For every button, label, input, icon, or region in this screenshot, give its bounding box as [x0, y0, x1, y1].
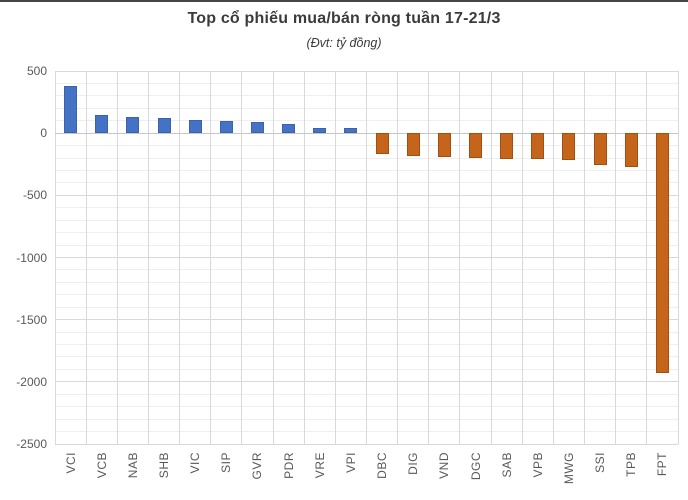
gridline-v	[552, 71, 554, 444]
y-tick-label: -2500	[16, 437, 47, 451]
gridline-v	[428, 71, 430, 444]
gridline-v	[677, 71, 679, 444]
bar-DGC	[469, 133, 483, 159]
bar-FPT	[655, 133, 669, 374]
chart-subtitle: (Đvt: tỷ đồng)	[306, 36, 382, 50]
x-tick-label-VND: VND	[437, 452, 452, 479]
gridline-v	[54, 71, 56, 444]
bar-PDR	[282, 123, 296, 134]
y-tick-label: -1000	[16, 250, 47, 265]
gridline-v	[85, 71, 87, 444]
gridline-v	[521, 71, 523, 444]
y-tick-label: 0	[40, 126, 47, 141]
x-tick-label-GVR: GVR	[250, 452, 265, 480]
gridline-v	[210, 71, 212, 444]
gridline-v	[397, 71, 399, 444]
bar-VRE	[313, 127, 327, 134]
bar-VCI	[64, 85, 78, 134]
y-tick-label: 500	[26, 64, 47, 78]
bar-VPI	[344, 128, 358, 134]
bar-GVR	[250, 121, 264, 134]
chart-title: Top cổ phiếu mua/bán ròng tuần 17-21/3	[187, 10, 501, 27]
bar-NAB	[126, 117, 140, 134]
bar-SSI	[593, 133, 607, 165]
x-tick-label-VRE: VRE	[312, 452, 327, 479]
x-tick-label-VCI: VCI	[63, 452, 78, 474]
x-tick-label-FPT: FPT	[655, 452, 670, 477]
bar-TPB	[624, 133, 638, 167]
x-tick-label-TPB: TPB	[624, 452, 639, 477]
gridline-v	[116, 71, 118, 444]
bar-SAB	[500, 133, 514, 159]
gridline-v	[459, 71, 461, 444]
gridline-h-major	[55, 443, 678, 445]
gridline-v	[615, 71, 617, 444]
bar-SHB	[157, 117, 171, 134]
x-tick-label-SIP: SIP	[219, 452, 234, 473]
bar-MWG	[562, 133, 576, 160]
bar-VND	[437, 133, 451, 158]
x-tick-label-DGC: DGC	[468, 452, 483, 481]
x-tick-label-SSI: SSI	[593, 452, 608, 473]
x-tick-label-VIC: VIC	[188, 452, 203, 474]
gridline-v	[490, 71, 492, 444]
gridline-v	[303, 71, 305, 444]
x-tick-label-DBC: DBC	[375, 452, 390, 479]
x-tick-label-SAB: SAB	[499, 452, 514, 478]
bar-VIC	[188, 120, 202, 134]
gridline-v	[646, 71, 648, 444]
x-tick-label-SHB: SHB	[157, 452, 172, 479]
x-tick-label-MWG: MWG	[561, 452, 576, 485]
gridline-v	[147, 71, 149, 444]
x-tick-label-VPI: VPI	[343, 452, 358, 473]
bar-VPB	[531, 133, 545, 160]
bar-SIP	[219, 120, 233, 134]
zero-axis-line	[55, 132, 678, 134]
x-tick-label-NAB: NAB	[125, 452, 140, 479]
x-tick-label-DIG: DIG	[406, 452, 421, 475]
bar-VCB	[95, 114, 109, 134]
gridline-v	[241, 71, 243, 444]
x-tick-label-VPB: VPB	[530, 452, 545, 478]
y-tick-label: -1500	[16, 312, 47, 327]
gridline-v	[179, 71, 181, 444]
y-tick-label: -2000	[16, 374, 47, 389]
window-top-border	[0, 0, 688, 2]
gridline-v	[272, 71, 274, 444]
x-tick-label-VCB: VCB	[94, 452, 109, 479]
bar-DIG	[406, 133, 420, 156]
bar-DBC	[375, 133, 389, 155]
y-tick-label: -500	[22, 188, 47, 203]
gridline-v	[584, 71, 586, 444]
x-tick-label-PDR: PDR	[281, 452, 296, 479]
gridline-v	[334, 71, 336, 444]
gridline-v	[366, 71, 367, 444]
